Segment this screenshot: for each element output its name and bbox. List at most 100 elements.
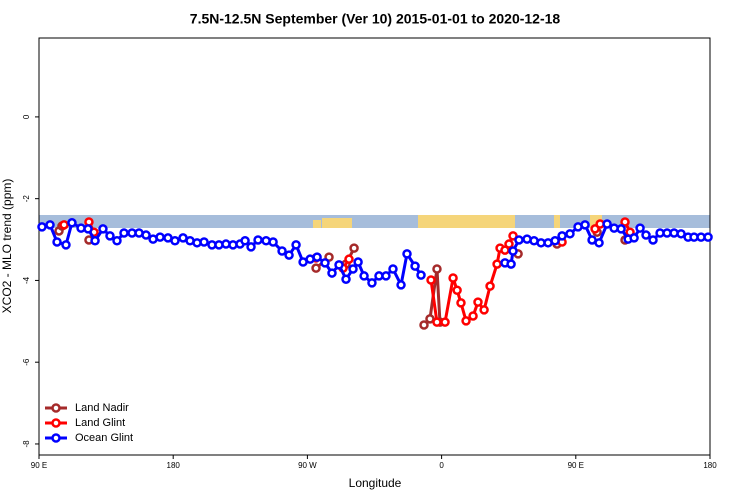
point xyxy=(61,240,71,250)
point xyxy=(246,242,256,252)
point xyxy=(396,280,406,290)
x-tick-label: 90 E xyxy=(31,461,47,470)
x-tick-label: 90 W xyxy=(298,461,317,470)
point xyxy=(141,230,151,240)
y-tick-label: 0 xyxy=(22,114,31,119)
y-tick-label: -4 xyxy=(22,276,31,284)
legend-label: Ocean Glint xyxy=(75,432,133,444)
point xyxy=(508,231,518,241)
point xyxy=(98,224,108,234)
point xyxy=(506,259,516,269)
point xyxy=(59,220,69,230)
point xyxy=(402,249,412,259)
land-area xyxy=(418,215,515,228)
ocean-strip xyxy=(39,215,710,228)
point xyxy=(277,246,287,256)
point xyxy=(641,230,651,240)
point xyxy=(514,235,524,245)
land-mask xyxy=(39,215,710,228)
point xyxy=(602,219,612,229)
land-area xyxy=(322,218,352,228)
point xyxy=(473,297,483,307)
plot-frame xyxy=(38,37,711,456)
point xyxy=(348,264,358,274)
point xyxy=(432,264,442,274)
legend-marker xyxy=(51,433,61,443)
point xyxy=(170,236,180,246)
point xyxy=(703,232,713,242)
point xyxy=(349,243,359,253)
point xyxy=(557,231,567,241)
point xyxy=(452,285,462,295)
point xyxy=(676,229,686,239)
point xyxy=(508,246,518,256)
point xyxy=(367,278,377,288)
point xyxy=(504,239,514,249)
point xyxy=(616,224,626,234)
point xyxy=(419,320,429,330)
point xyxy=(334,260,344,270)
point xyxy=(253,235,263,245)
point xyxy=(327,268,337,278)
point xyxy=(52,237,62,247)
point xyxy=(155,232,165,242)
legend-marker xyxy=(51,403,61,413)
x-tick-label: 180 xyxy=(703,461,717,470)
point xyxy=(485,281,495,291)
point xyxy=(461,316,471,326)
legend-label: Land Glint xyxy=(75,417,125,429)
point xyxy=(83,224,93,234)
point xyxy=(240,236,250,246)
y-axis-label: XCO2 - MLO trend (ppm) xyxy=(0,179,14,314)
point xyxy=(353,257,363,267)
point xyxy=(67,218,77,228)
point xyxy=(492,259,502,269)
point xyxy=(37,222,47,232)
point xyxy=(199,237,209,247)
point xyxy=(320,258,330,268)
y-tick-label: -6 xyxy=(22,358,31,366)
x-tick-label: 0 xyxy=(439,461,444,470)
chart-title: 7.5N-12.5N September (Ver 10) 2015-01-01… xyxy=(190,11,561,27)
point xyxy=(426,275,436,285)
point xyxy=(90,236,100,246)
land-area xyxy=(554,215,560,228)
point xyxy=(381,271,391,281)
point xyxy=(112,236,122,246)
x-tick-label: 180 xyxy=(167,461,181,470)
point xyxy=(344,254,354,264)
point xyxy=(291,240,301,250)
point xyxy=(440,317,450,327)
point xyxy=(105,231,115,241)
legend-marker xyxy=(51,418,61,428)
point xyxy=(580,220,590,230)
point xyxy=(456,298,466,308)
point xyxy=(45,220,55,230)
point xyxy=(620,217,630,227)
point xyxy=(425,314,435,324)
point xyxy=(550,236,560,246)
point xyxy=(432,317,442,327)
point xyxy=(312,252,322,262)
y-tick-label: -8 xyxy=(22,440,31,448)
point xyxy=(448,273,458,283)
point xyxy=(284,250,294,260)
point xyxy=(341,274,351,284)
point xyxy=(479,305,489,315)
point xyxy=(388,264,398,274)
x-tick-label: 90 E xyxy=(568,461,584,470)
legend-label: Land Nadir xyxy=(75,402,129,414)
point xyxy=(119,228,129,238)
y-tick-label: -2 xyxy=(22,195,31,203)
point xyxy=(468,311,478,321)
point xyxy=(648,235,658,245)
point xyxy=(410,261,420,271)
point xyxy=(268,237,278,247)
point xyxy=(565,229,575,239)
point xyxy=(416,270,426,280)
land-area xyxy=(313,220,321,228)
x-axis-label: Longitude xyxy=(349,476,402,490)
point xyxy=(359,271,369,281)
point xyxy=(629,233,639,243)
